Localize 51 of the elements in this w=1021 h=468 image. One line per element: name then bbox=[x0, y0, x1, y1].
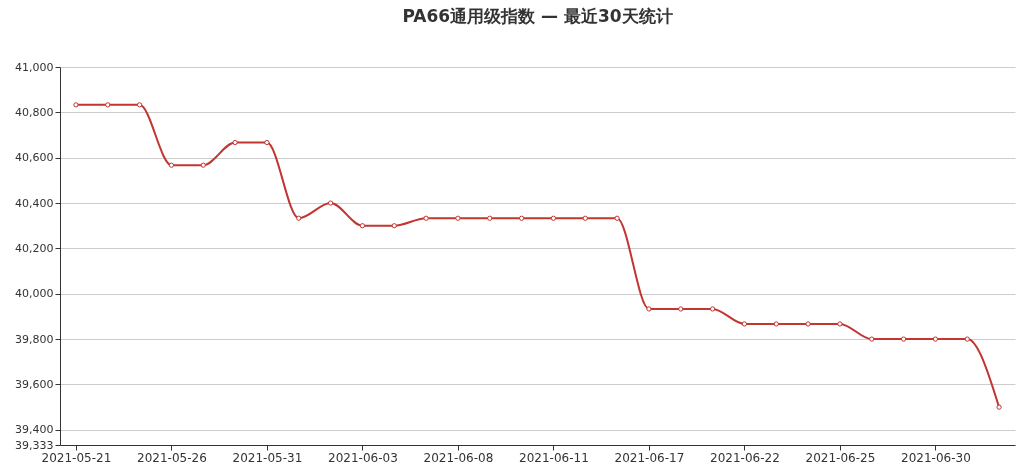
point bbox=[773, 321, 779, 327]
y-tick-label: 40,000 bbox=[15, 287, 54, 301]
point bbox=[964, 336, 970, 342]
y-tick-label: 39,400 bbox=[15, 423, 54, 437]
point bbox=[391, 223, 397, 229]
point bbox=[805, 321, 811, 327]
y-tick-label: 40,400 bbox=[15, 196, 54, 210]
y-tick-label: 41,000 bbox=[15, 60, 54, 74]
point bbox=[327, 200, 334, 206]
point bbox=[487, 215, 493, 221]
x-tick-label: 2021-06-17 bbox=[614, 450, 685, 465]
x-tick-label: 2021-05-31 bbox=[232, 450, 303, 465]
point bbox=[837, 321, 843, 327]
point bbox=[646, 306, 652, 312]
x-tick-label: 2021-06-22 bbox=[710, 450, 780, 465]
y-tick-label: 39,333 bbox=[15, 438, 54, 452]
point bbox=[900, 336, 907, 342]
point bbox=[550, 215, 557, 221]
point bbox=[455, 215, 461, 221]
x-tick-label: 2021-06-11 bbox=[519, 450, 589, 465]
point bbox=[869, 336, 875, 342]
point bbox=[614, 215, 620, 221]
y-tick-label: 40,800 bbox=[15, 105, 54, 119]
x-tick-label: 2021-06-03 bbox=[328, 450, 398, 465]
point bbox=[136, 102, 143, 108]
point bbox=[168, 162, 175, 168]
point bbox=[296, 215, 302, 221]
x-tick-label: 2021-05-26 bbox=[137, 450, 207, 465]
y-tick-label: 40,600 bbox=[15, 151, 54, 165]
point bbox=[232, 139, 238, 146]
y-tick-label: 39,800 bbox=[15, 332, 54, 346]
point bbox=[678, 306, 684, 312]
chart-title: PA66通用级指数 — 最近30天统计 bbox=[402, 6, 673, 26]
point bbox=[200, 162, 206, 168]
point bbox=[582, 215, 588, 221]
point bbox=[359, 223, 366, 229]
y-tick-label: 39,600 bbox=[15, 377, 54, 391]
x-tick-label: 2021-06-08 bbox=[423, 450, 494, 465]
point bbox=[105, 102, 111, 108]
point bbox=[518, 215, 525, 221]
point bbox=[932, 336, 939, 342]
x-tick-label: 2021-06-30 bbox=[901, 450, 971, 465]
point bbox=[73, 102, 79, 108]
point bbox=[264, 139, 270, 146]
y-tick-label: 40,200 bbox=[15, 241, 54, 255]
point bbox=[996, 404, 1002, 410]
point bbox=[709, 306, 716, 312]
point bbox=[741, 321, 748, 327]
point bbox=[423, 215, 429, 221]
x-tick-label: 2021-05-21 bbox=[41, 450, 112, 465]
x-tick-label: 2021-06-25 bbox=[805, 450, 876, 465]
